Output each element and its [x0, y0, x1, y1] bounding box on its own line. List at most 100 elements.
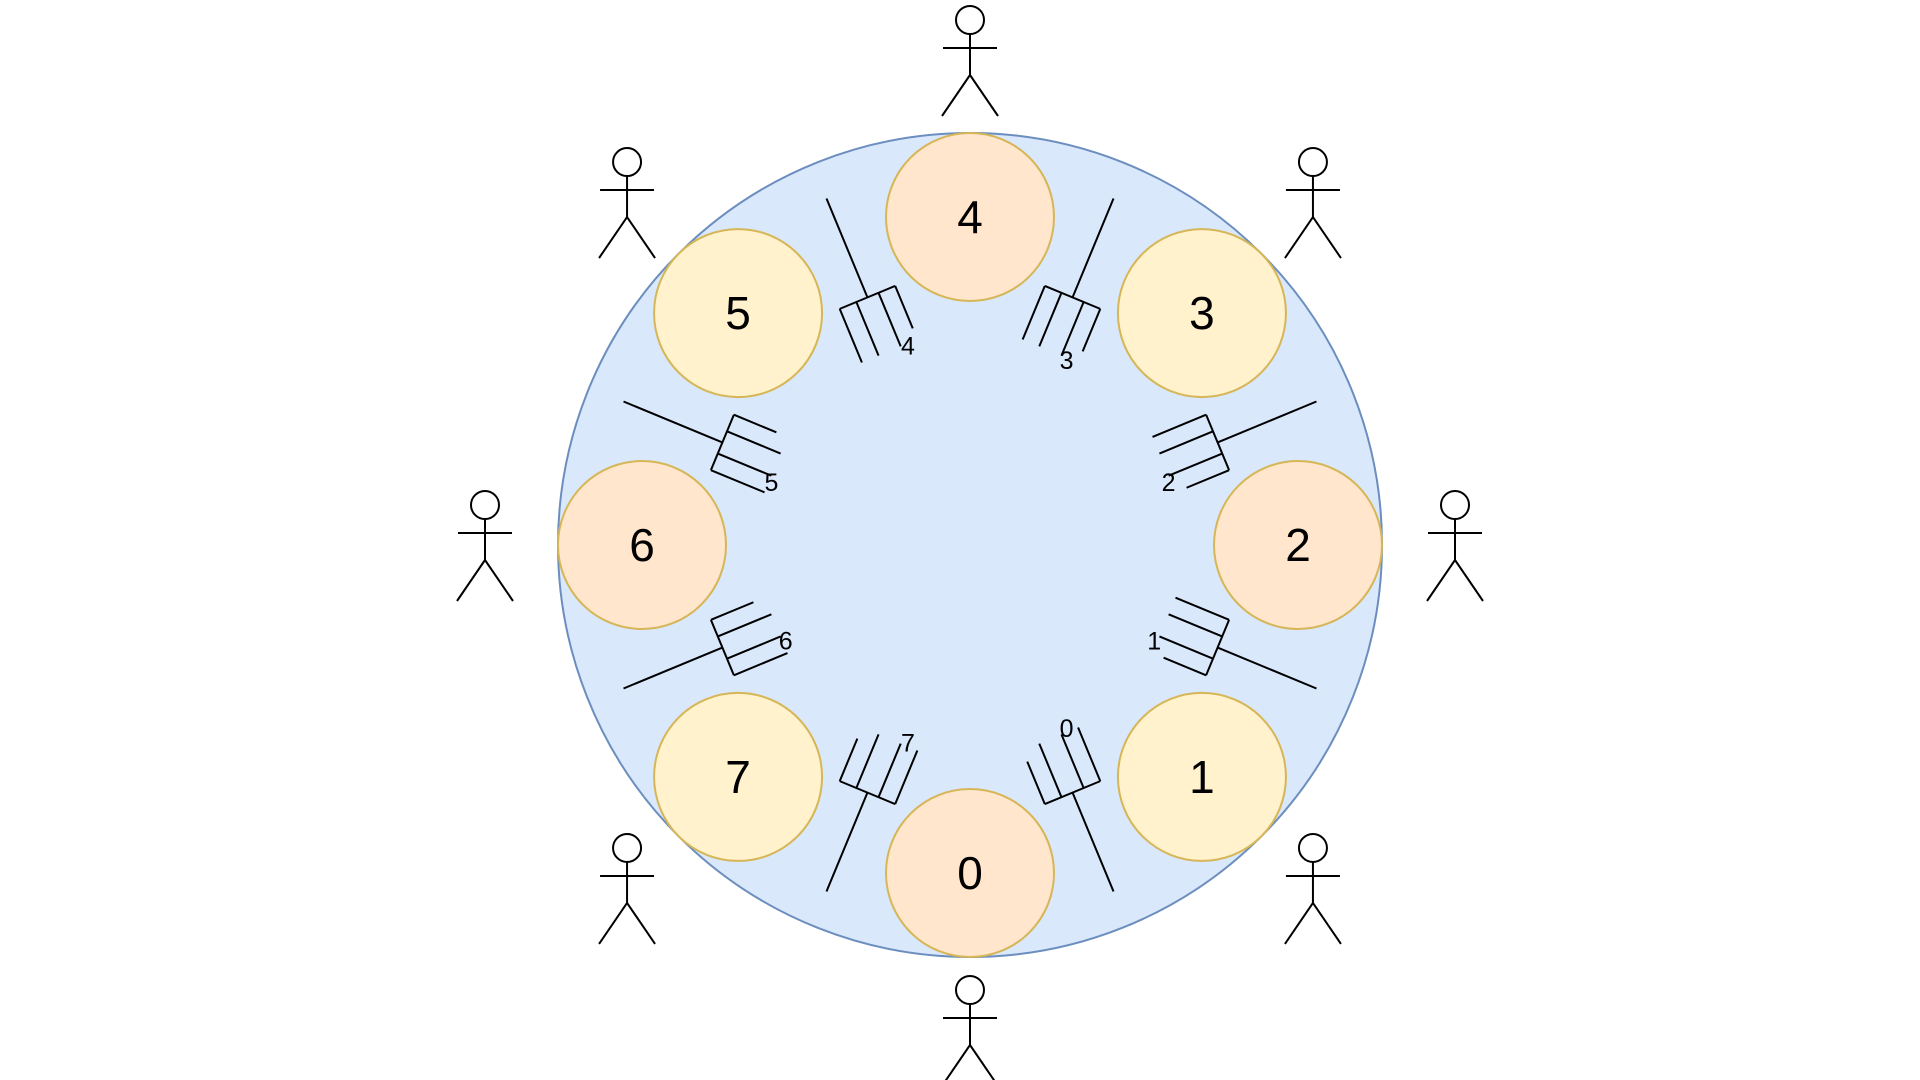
fork-tine	[1186, 469, 1230, 489]
fork-handle	[623, 646, 723, 690]
stick-figure-icon	[1426, 490, 1484, 602]
plate-3: 3	[1116, 228, 1287, 399]
plate-6: 6	[557, 460, 727, 630]
fork-tine	[1159, 430, 1214, 455]
fork-0	[1026, 727, 1115, 892]
fork-4	[825, 198, 914, 363]
head	[612, 147, 643, 178]
left-leg	[1426, 559, 1456, 602]
plate-circle	[557, 460, 727, 630]
fork-tine	[717, 452, 772, 477]
plate-0: 0	[885, 788, 1055, 958]
left-leg	[941, 74, 971, 117]
left-leg	[1284, 902, 1314, 945]
head	[955, 5, 985, 35]
plate-label: 1	[1189, 751, 1215, 803]
plate-label: 2	[1285, 519, 1311, 571]
fork-tine	[1026, 761, 1046, 805]
fork-tine	[1038, 292, 1063, 347]
left-leg	[456, 559, 486, 602]
head	[470, 490, 500, 520]
left-leg	[598, 902, 628, 945]
fork-handle	[1217, 646, 1317, 690]
left-leg	[1284, 216, 1314, 259]
fork-2	[1152, 400, 1317, 489]
fork-tine	[726, 430, 781, 455]
plates-layer: 0 1 2 3 4 5 6 7	[557, 132, 1383, 958]
left-leg	[598, 216, 628, 259]
plate-5: 5	[653, 228, 824, 399]
fork-tine	[894, 750, 919, 805]
forks-layer: 0 1 2 3 4 5 6 7	[623, 198, 1317, 892]
stick-figure-icon	[1284, 832, 1342, 945]
stick-figure-icon	[598, 832, 656, 945]
plate-circle	[885, 788, 1055, 958]
right-leg	[1312, 216, 1342, 259]
plate-circle	[1116, 691, 1287, 862]
fork-crossbar	[1044, 780, 1101, 806]
fork-crossbar	[709, 619, 735, 676]
head	[955, 975, 985, 1005]
right-leg	[626, 902, 656, 945]
fork-tine	[1175, 596, 1230, 621]
plate-circle	[1116, 228, 1287, 399]
fork-crossbar	[1044, 284, 1101, 310]
plate-circle	[885, 132, 1055, 302]
fork-tine	[1168, 613, 1223, 638]
fork-tine	[838, 308, 863, 363]
fork-6	[623, 601, 788, 690]
plate-label: 7	[725, 751, 751, 803]
philosophers-layer	[456, 5, 1484, 1080]
right-leg	[484, 559, 514, 602]
plate-circle	[653, 691, 824, 862]
fork-tine	[726, 635, 781, 660]
head	[1297, 832, 1328, 863]
fork-tine	[1021, 285, 1046, 340]
fork-tine	[717, 613, 772, 638]
fork-handle	[623, 400, 723, 444]
fork-tine	[733, 413, 777, 434]
right-leg	[969, 1044, 996, 1080]
fork-tine	[1081, 308, 1102, 352]
plate-label: 0	[957, 847, 983, 899]
fork-label: 5	[765, 469, 779, 497]
fork-crossbar	[1205, 414, 1231, 471]
plate-7: 7	[653, 691, 824, 862]
right-leg	[1312, 902, 1342, 945]
plate-circle	[653, 228, 824, 399]
fork-label: 1	[1147, 628, 1161, 656]
fork-crossbar	[839, 284, 896, 310]
fork-label: 4	[901, 332, 915, 360]
fork-handle	[825, 792, 869, 892]
stick-figure-icon	[1284, 147, 1342, 259]
fork-handle	[1071, 792, 1115, 892]
fork-tine	[1060, 301, 1085, 356]
plate-4: 4	[885, 132, 1055, 302]
head	[1297, 147, 1328, 178]
fork-label: 3	[1060, 347, 1074, 375]
fork-tine	[838, 738, 859, 782]
fork-tine	[1163, 656, 1207, 677]
fork-handle	[1217, 400, 1317, 444]
plate-label: 4	[957, 191, 983, 243]
fork-5	[623, 400, 781, 494]
plate-label: 3	[1189, 287, 1215, 339]
fork-tine	[1060, 734, 1085, 789]
head	[612, 832, 643, 863]
fork-tine	[710, 469, 765, 494]
fork-handle	[1071, 198, 1115, 298]
fork-label: 6	[779, 628, 793, 656]
right-leg	[969, 74, 999, 117]
fork-crossbar	[839, 780, 896, 806]
fork-tine	[1038, 743, 1063, 798]
stick-figure-icon	[456, 490, 514, 602]
stick-figure-icon	[598, 147, 656, 259]
fork-7	[825, 734, 919, 892]
fork-tine	[733, 652, 788, 677]
fork-3	[1021, 198, 1115, 356]
plate-label: 6	[629, 519, 655, 571]
fork-tine	[1168, 452, 1223, 477]
fork-crossbar	[1205, 619, 1231, 676]
right-leg	[626, 216, 656, 259]
